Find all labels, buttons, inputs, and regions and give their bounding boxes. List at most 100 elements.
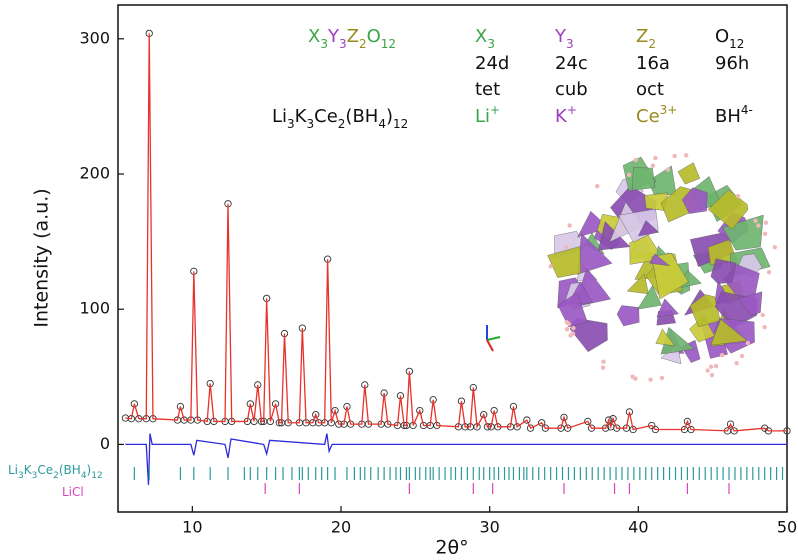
x-tick-label: 50 — [777, 518, 797, 537]
observed-point — [480, 411, 488, 419]
triad-axis — [486, 336, 501, 341]
series-line — [125, 33, 787, 432]
subscript: 3 — [487, 37, 495, 51]
polyhedron — [632, 167, 656, 191]
charge: + — [567, 103, 577, 117]
text-part: (BH — [59, 463, 81, 477]
observed-point — [683, 417, 692, 426]
text-part: Li — [272, 106, 287, 127]
bh4-atom — [766, 270, 772, 275]
y-tick-label: 0 — [100, 434, 110, 453]
text-part: Y — [327, 26, 340, 47]
observed-point — [176, 402, 185, 411]
coordination: tet — [475, 79, 500, 100]
bh4-atom — [564, 320, 570, 325]
bh4-atom — [705, 368, 710, 373]
polyhedron — [577, 210, 610, 238]
site-symbol: X3 — [475, 26, 495, 51]
subscript: 4 — [378, 117, 386, 131]
observed-point — [416, 406, 424, 415]
polyhedron — [616, 305, 640, 327]
observed-point — [629, 425, 637, 434]
observed-point — [609, 415, 617, 423]
bh4-atom — [762, 231, 768, 237]
wyckoff-site: 96h — [715, 53, 749, 74]
polyhedron — [655, 328, 676, 347]
bh4-atom — [760, 312, 765, 318]
ion-symbol: K — [555, 106, 568, 127]
crystal-structure — [547, 153, 778, 382]
polyhedron — [707, 189, 749, 230]
bh4-atom — [762, 324, 767, 330]
x-tick-label: 30 — [479, 518, 499, 537]
ion-symbol: Ce — [636, 106, 660, 127]
text-part: Ce — [314, 106, 338, 127]
symbol: O — [715, 26, 729, 47]
bh4-atom — [735, 193, 741, 199]
axis-triad — [486, 325, 501, 352]
text-part: ) — [386, 106, 393, 127]
polyhedron — [677, 162, 701, 185]
bh4-atom — [665, 167, 671, 172]
plot-frame — [117, 4, 788, 513]
symbol: X — [475, 26, 487, 47]
charge: 3+ — [660, 103, 678, 117]
polyhedron — [656, 298, 680, 318]
observed-point — [584, 417, 592, 426]
series-line — [125, 433, 787, 485]
subscript: 12 — [91, 471, 102, 481]
subscript: 12 — [381, 37, 396, 51]
polyhedron — [557, 292, 588, 328]
polyhedron — [636, 285, 662, 310]
bh4-atom — [734, 360, 739, 366]
bh4-atom — [659, 375, 665, 381]
ion-symbol: Li — [475, 106, 490, 127]
ion: BH4- — [715, 103, 753, 128]
subscript: 12 — [729, 37, 744, 51]
text-part: (BH — [345, 106, 378, 127]
y-tick-label: 200 — [79, 164, 110, 183]
subscript: 2 — [338, 117, 346, 131]
bh4-atom — [568, 333, 573, 338]
subscript: 2 — [359, 37, 367, 51]
charge: 4- — [741, 103, 753, 117]
wyckoff-site: 24d — [475, 53, 509, 74]
observed-point — [564, 424, 572, 432]
compound-formula: Li3K3Ce2(BH4)12 — [272, 106, 408, 131]
bh4-atom — [567, 223, 572, 228]
text-part: K — [295, 106, 308, 127]
y-tick-label: 100 — [79, 299, 110, 318]
subscript: 3 — [287, 117, 295, 131]
symbol: Z — [636, 26, 648, 47]
bh4-atom — [709, 372, 715, 378]
polyhedron — [722, 214, 764, 251]
subscript: 3 — [32, 471, 38, 481]
wyckoff-site: 16a — [636, 53, 670, 74]
observed-point — [726, 420, 735, 428]
bh4-atom — [563, 244, 569, 250]
polyhedron — [649, 253, 671, 266]
bh4-atom — [633, 376, 638, 381]
bh4-atom — [648, 377, 653, 382]
subscript: 2 — [53, 471, 59, 481]
y-axis-title: Intensity (a.u.) — [31, 188, 53, 327]
ion: Li+ — [475, 103, 500, 128]
bh4-atom — [595, 184, 600, 189]
x-tick-label: 40 — [628, 518, 648, 537]
observed-point — [312, 411, 320, 419]
bh4-atom — [683, 153, 689, 158]
bh4-atom — [548, 264, 553, 269]
charge: + — [490, 103, 500, 117]
bh4-atom — [756, 223, 761, 228]
bh4-atom — [672, 153, 677, 159]
bh4-atom — [772, 244, 778, 250]
text-part: Li — [8, 463, 18, 477]
text-part: O — [367, 26, 381, 47]
polyhedron — [689, 294, 721, 328]
polyhedron — [710, 258, 737, 284]
subscript: 3 — [306, 117, 314, 131]
polyhedron — [710, 318, 748, 346]
polyhedron — [637, 220, 660, 237]
polyhedron — [547, 246, 582, 278]
